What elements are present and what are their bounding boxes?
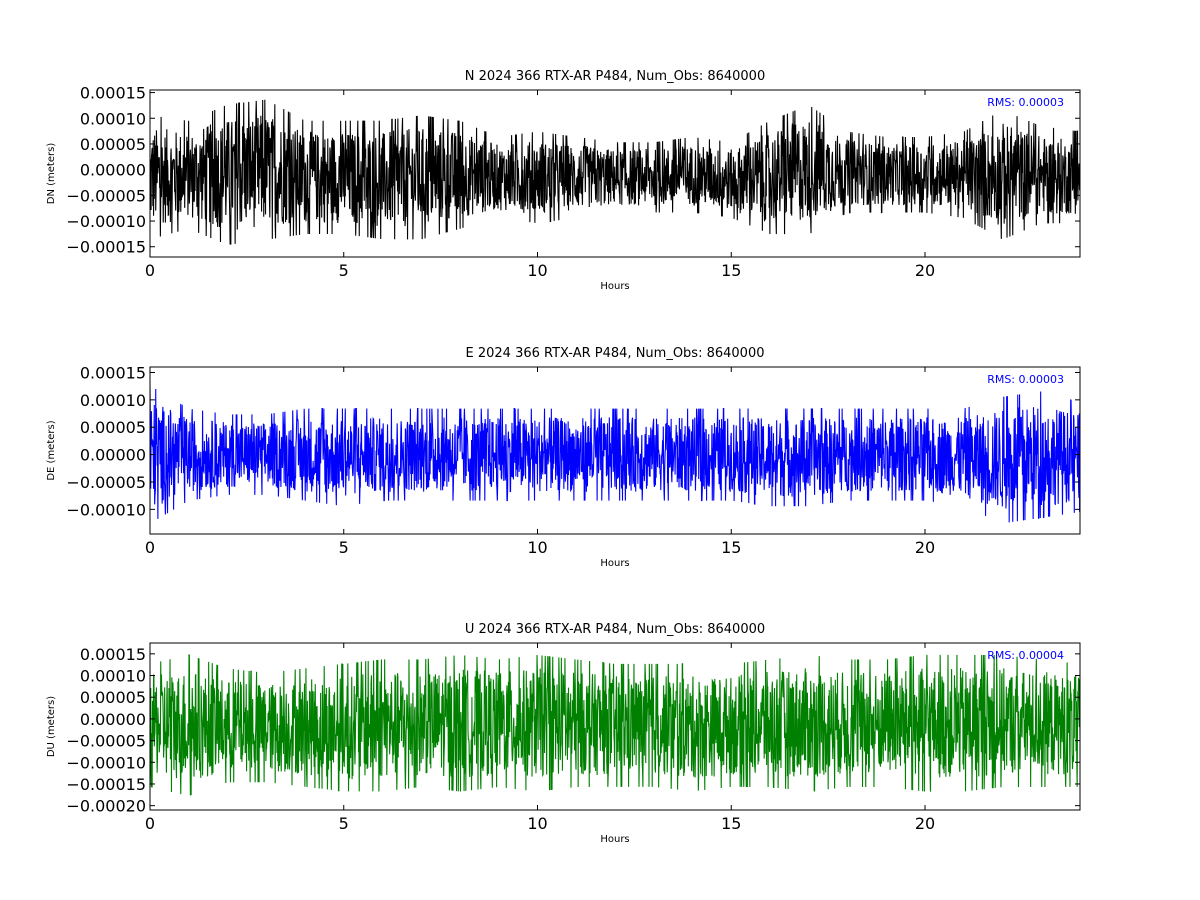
east-xtick-label: 0 [145,538,155,557]
north-xtick-label: 15 [721,261,741,280]
east-title: E 2024 366 RTX-AR P484, Num_Obs: 8640000 [466,346,765,361]
up-rms-annotation: RMS: 0.00004 [987,649,1064,662]
east-series-line [150,385,1080,523]
north-xtick-label: 5 [339,261,349,280]
east-ytick-label: 0.00005 [80,418,146,437]
up-ytick-label: 0.00005 [80,688,146,707]
north-ytick-label: 0.00005 [80,135,146,154]
north-ytick-label: 0.00010 [80,109,146,128]
east-ytick-label: 0.00000 [80,446,146,465]
up-ytick-label: −0.00005 [66,732,146,751]
up-series-line [150,654,1080,796]
east-xtick-label: 10 [527,538,547,557]
north-xlabel: Hours [600,281,629,292]
up-ytick-label: −0.00010 [66,753,146,772]
up-xlabel: Hours [600,834,629,845]
east-ytick-label: −0.00010 [66,500,146,519]
up-ytick-label: 0.00000 [80,710,146,729]
north-xtick-label: 0 [145,261,155,280]
north-ytick-label: 0.00015 [80,84,146,103]
up-ytick-label: −0.00015 [66,775,146,794]
up-title: U 2024 366 RTX-AR P484, Num_Obs: 8640000 [465,622,765,637]
up-ytick-label: −0.00020 [66,797,146,816]
east-xtick-label: 5 [339,538,349,557]
east-xlabel: Hours [600,558,629,569]
up-panel: U 2024 366 RTX-AR P484, Num_Obs: 8640000… [46,622,1081,845]
east-rms-annotation: RMS: 0.00003 [987,373,1064,386]
north-xtick-label: 10 [527,261,547,280]
east-xtick-label: 15 [721,538,741,557]
north-ytick-label: −0.00005 [66,186,146,205]
east-panel: E 2024 366 RTX-AR P484, Num_Obs: 8640000… [46,346,1081,569]
east-ylabel: DE (meters) [46,420,57,480]
north-series-line [150,99,1080,245]
up-xtick-label: 0 [145,814,155,833]
east-ytick-label: 0.00010 [80,391,146,410]
up-ytick-label: 0.00015 [80,645,146,664]
up-axes-frame [149,642,1081,811]
up-xtick-label: 10 [527,814,547,833]
north-ylabel: DN (meters) [46,143,57,205]
up-ytick-label: 0.00010 [80,667,146,686]
north-title: N 2024 366 RTX-AR P484, Num_Obs: 8640000 [465,69,765,84]
north-ytick-label: −0.00010 [66,212,146,231]
east-xtick-label: 20 [915,538,935,557]
north-ytick-label: −0.00015 [66,238,146,257]
east-axes-frame [149,366,1081,535]
north-xtick-label: 20 [915,261,935,280]
north-ytick-label: 0.00000 [80,161,146,180]
north-rms-annotation: RMS: 0.00003 [987,96,1064,109]
east-ytick-label: −0.00005 [66,473,146,492]
up-xtick-label: 15 [721,814,741,833]
north-panel: N 2024 366 RTX-AR P484, Num_Obs: 8640000… [46,69,1081,292]
up-xtick-label: 5 [339,814,349,833]
east-ytick-label: 0.00015 [80,363,146,382]
north-axes-frame [149,89,1081,258]
up-ylabel: DU (meters) [46,696,57,757]
up-xtick-label: 20 [915,814,935,833]
